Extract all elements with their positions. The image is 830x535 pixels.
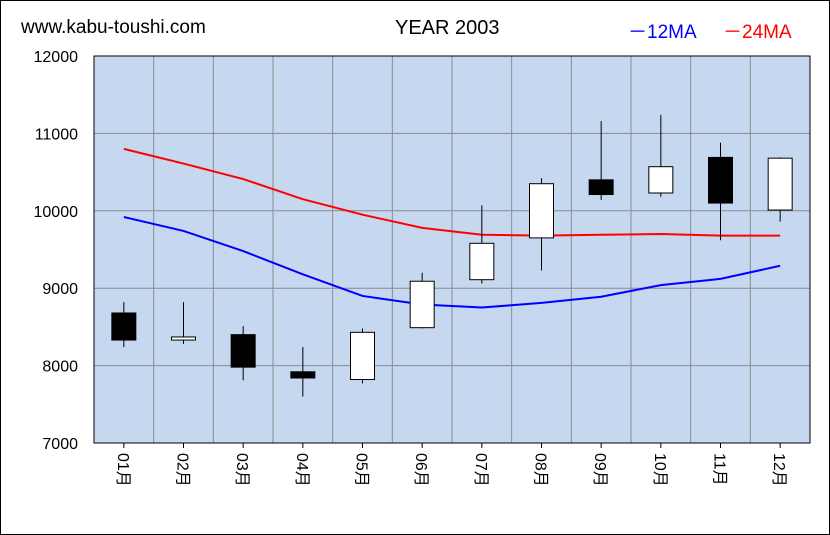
x-tick-label: 02月 <box>174 453 191 487</box>
x-tick-label: 08月 <box>532 453 549 487</box>
x-tick-label: 12月 <box>770 453 787 487</box>
legend-24ma: －24MA <box>723 22 792 43</box>
x-tick-label: 04月 <box>293 453 310 487</box>
x-tick-label: 03月 <box>233 453 250 487</box>
candle-body <box>767 157 793 211</box>
y-tick-label: 7000 <box>42 436 78 453</box>
ma24-line <box>123 147 781 237</box>
x-tick-label: 11月 <box>711 453 728 486</box>
candle-body <box>111 312 137 341</box>
site-url: www.kabu-toushi.com <box>21 17 206 38</box>
x-tick-label: 07月 <box>472 453 489 487</box>
candle-body <box>708 156 733 204</box>
candle-body <box>409 280 435 329</box>
y-tick-label: 12000 <box>34 49 79 66</box>
y-tick-label: 8000 <box>42 359 78 376</box>
chart-title: YEAR 2003 <box>395 17 500 39</box>
plot-border <box>93 55 811 444</box>
x-tick-label: 06月 <box>412 453 429 487</box>
candle-body <box>171 336 196 341</box>
x-tick-label: 10月 <box>651 453 668 487</box>
legend-12ma: －12MA <box>628 22 697 43</box>
y-tick-label: 9000 <box>42 281 78 298</box>
candle-body <box>469 242 495 281</box>
x-tick-label: 09月 <box>591 453 608 487</box>
y-tick-label: 11000 <box>35 126 78 143</box>
candle-body <box>290 371 316 379</box>
candle-body <box>648 166 674 194</box>
candle-body <box>230 334 256 368</box>
candle-body <box>529 183 554 239</box>
x-tick-label: 01月 <box>114 453 131 487</box>
candle-body <box>350 331 375 381</box>
ma12-line <box>123 216 781 309</box>
candle-body <box>588 179 614 196</box>
x-tick-label: 05月 <box>353 453 370 487</box>
y-tick-label: 10000 <box>34 204 79 221</box>
